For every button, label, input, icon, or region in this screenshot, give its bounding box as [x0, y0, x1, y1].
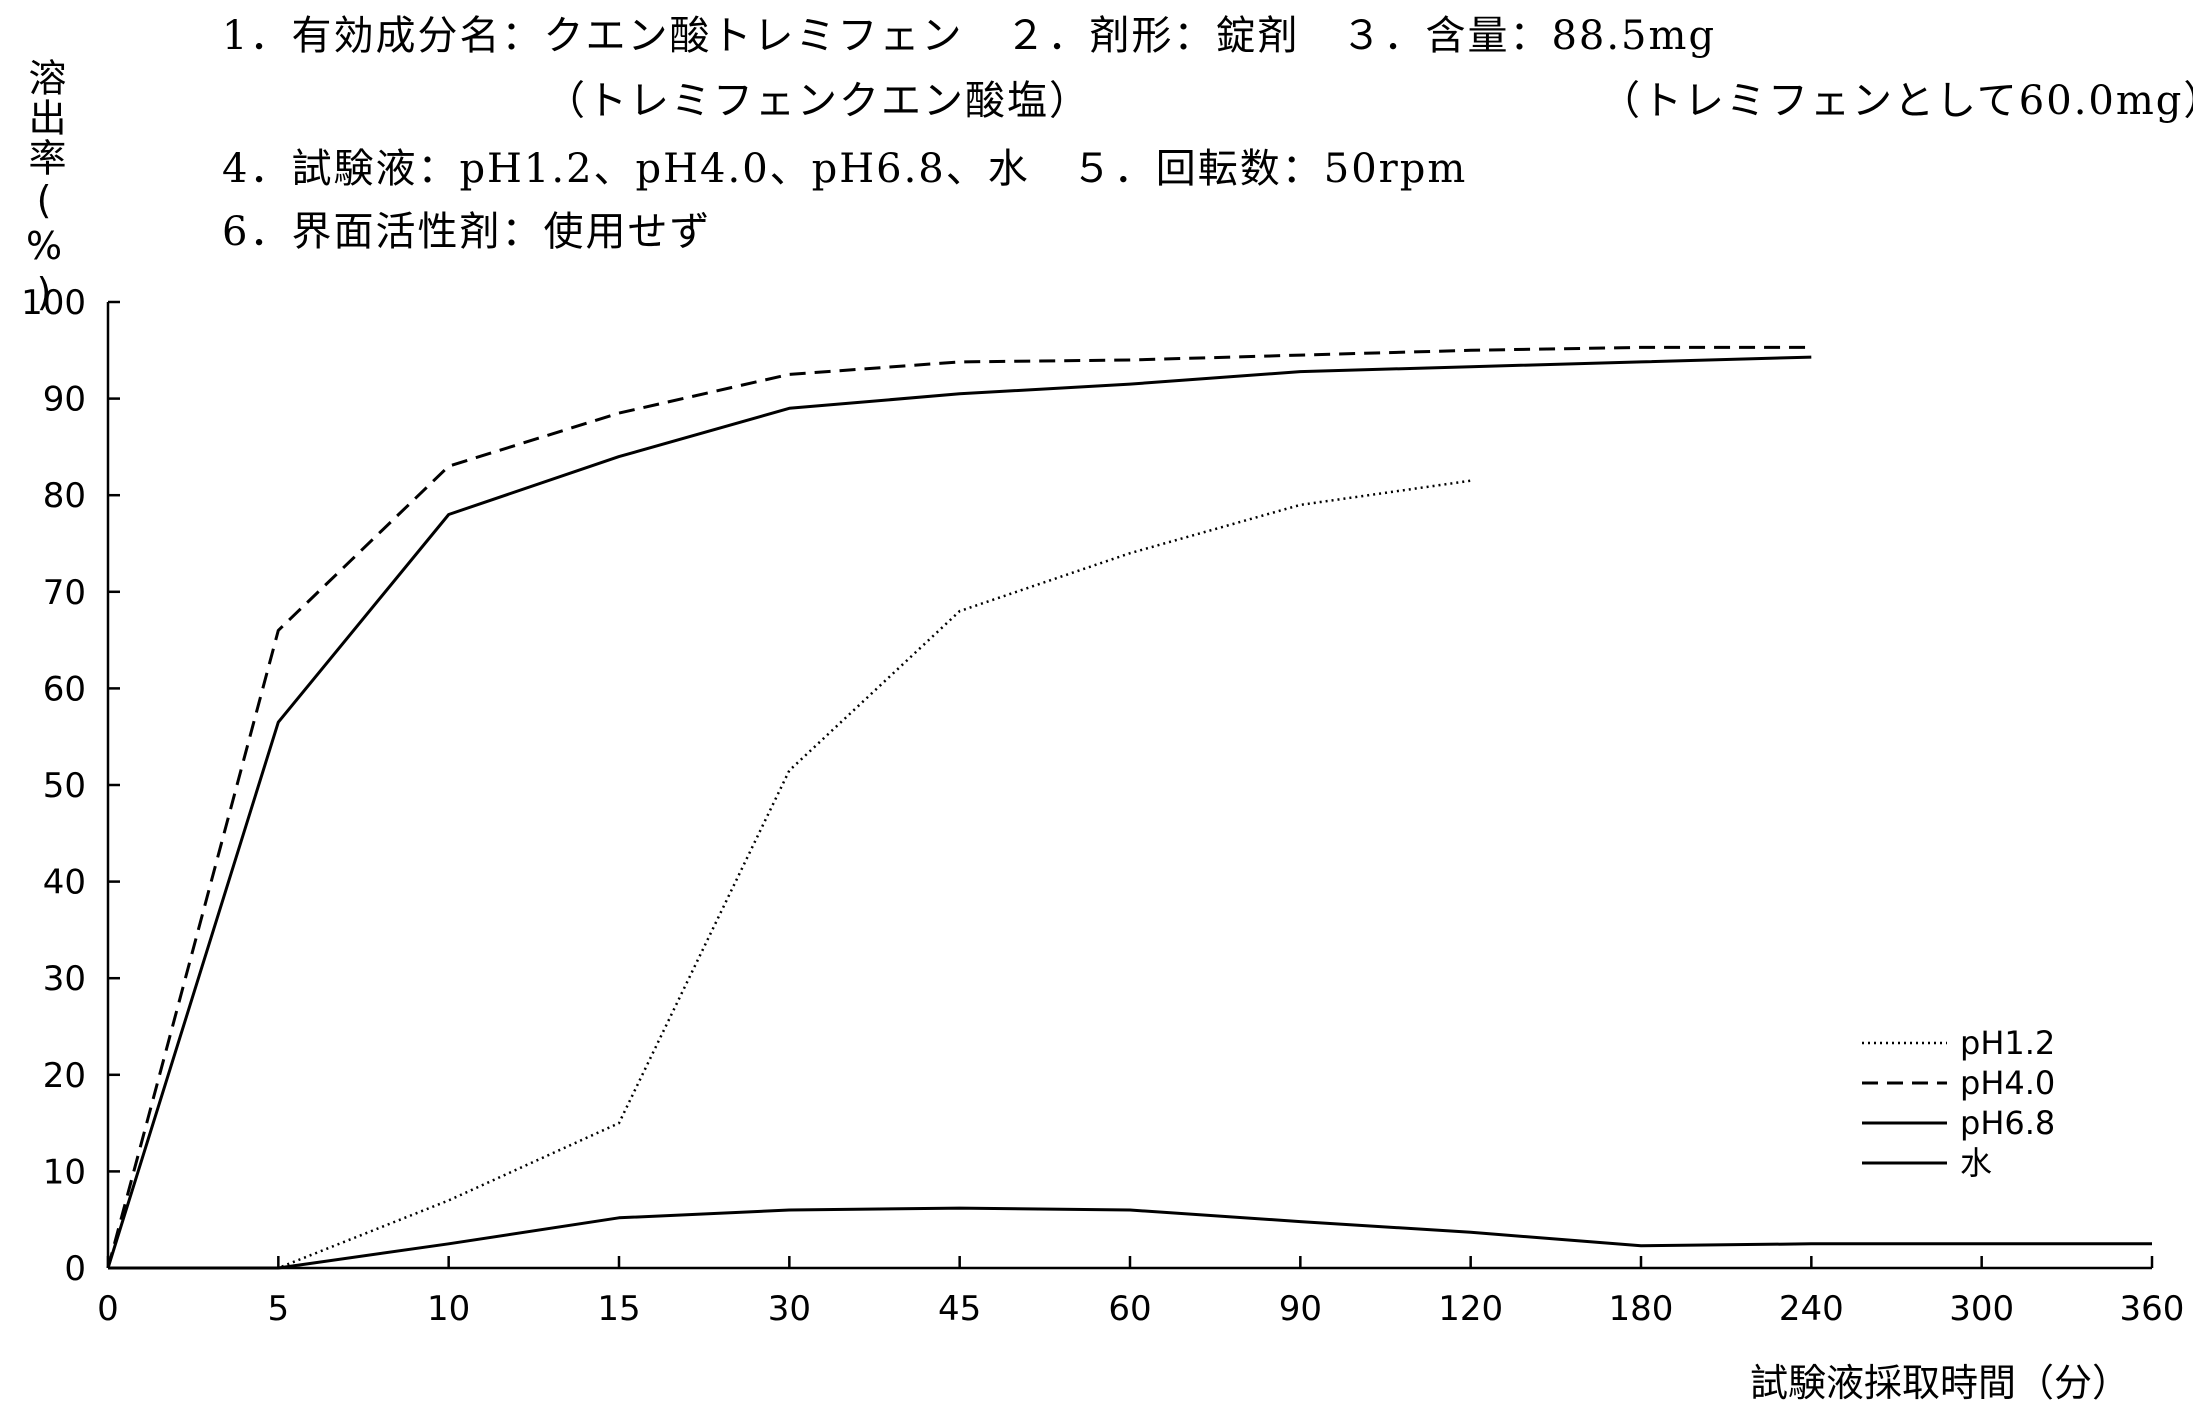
x-tick-label: 30 [768, 1289, 811, 1329]
header-line-2-right: （トレミフェンとして60.0mg） [1600, 78, 2193, 124]
x-tick-label: 5 [268, 1289, 290, 1329]
y-tick-label: 100 [21, 283, 86, 323]
series-line-3 [106, 355, 1812, 1269]
y-tick-label: 50 [43, 766, 86, 806]
x-tick-label: 180 [1609, 1289, 1674, 1329]
x-tick-label: 240 [1779, 1289, 1844, 1329]
x-tick-label: 15 [597, 1289, 640, 1329]
series-line-4 [108, 1206, 2152, 1270]
y-tick-label: 20 [43, 1056, 86, 1096]
x-tick-label: 60 [1108, 1289, 1151, 1329]
x-tick-label: 45 [938, 1289, 981, 1329]
header-line-1: 1．有効成分名：クエン酸トレミフェン ２．剤形：錠剤 ３．含量：88.5mg [222, 13, 1717, 59]
header-line-4: 6．界面活性剤：使用せず [222, 209, 712, 255]
y-tick-label: 90 [43, 380, 86, 420]
legend-label: pH1.2 [1960, 1024, 2055, 1062]
y-tick-label: 30 [43, 959, 86, 999]
legend-label: pH6.8 [1960, 1104, 2055, 1142]
y-tick-label: 0 [64, 1249, 86, 1289]
y-tick-label: 80 [43, 476, 86, 516]
x-tick-label: 0 [97, 1289, 119, 1329]
header-line-2-left: （トレミフェンクエン酸塩） [545, 78, 1091, 124]
x-tick-label: 90 [1279, 1289, 1322, 1329]
x-tick-label: 10 [427, 1289, 470, 1329]
y-tick-label: 70 [43, 573, 86, 613]
x-tick-label: 120 [1438, 1289, 1503, 1329]
y-axis-label: 溶出率(%) [22, 58, 66, 316]
legend-label: pH4.0 [1960, 1064, 2055, 1102]
header-line-3: 4．試験液：pH1.2、pH4.0、pH6.8、水 ５．回転数：50rpm [222, 146, 1468, 192]
legend-label: 水 [1960, 1144, 1992, 1182]
x-axis-label: 試験液採取時間（分） [1750, 1361, 2130, 1405]
x-tick-label: 300 [1949, 1289, 2014, 1329]
y-tick-label: 60 [43, 669, 86, 709]
x-tick-label: 360 [2120, 1289, 2185, 1329]
y-tick-label: 40 [43, 863, 86, 903]
series-line-2 [106, 345, 1812, 1269]
y-tick-label: 10 [43, 1152, 86, 1192]
